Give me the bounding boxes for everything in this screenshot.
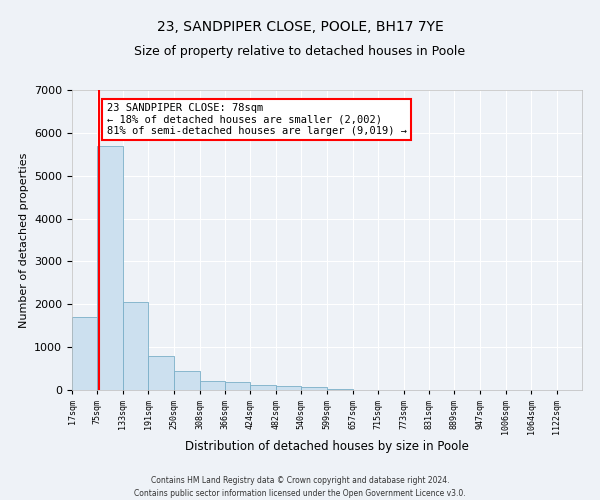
Text: 23 SANDPIPER CLOSE: 78sqm
← 18% of detached houses are smaller (2,002)
81% of se: 23 SANDPIPER CLOSE: 78sqm ← 18% of detac… <box>107 103 407 136</box>
Bar <box>327 389 353 390</box>
Bar <box>148 356 174 390</box>
Bar <box>123 302 148 390</box>
Y-axis label: Number of detached properties: Number of detached properties <box>19 152 29 328</box>
Bar <box>97 146 123 390</box>
Bar <box>200 381 225 390</box>
Bar <box>276 386 301 390</box>
Bar <box>250 386 276 390</box>
Text: Size of property relative to detached houses in Poole: Size of property relative to detached ho… <box>134 45 466 58</box>
Text: 23, SANDPIPER CLOSE, POOLE, BH17 7YE: 23, SANDPIPER CLOSE, POOLE, BH17 7YE <box>157 20 443 34</box>
Text: Contains HM Land Registry data © Crown copyright and database right 2024.: Contains HM Land Registry data © Crown c… <box>151 476 449 485</box>
Text: Contains public sector information licensed under the Open Government Licence v3: Contains public sector information licen… <box>134 488 466 498</box>
Bar <box>72 317 97 390</box>
Bar <box>174 370 200 390</box>
Bar <box>301 387 327 390</box>
X-axis label: Distribution of detached houses by size in Poole: Distribution of detached houses by size … <box>185 440 469 452</box>
Bar <box>225 382 250 390</box>
